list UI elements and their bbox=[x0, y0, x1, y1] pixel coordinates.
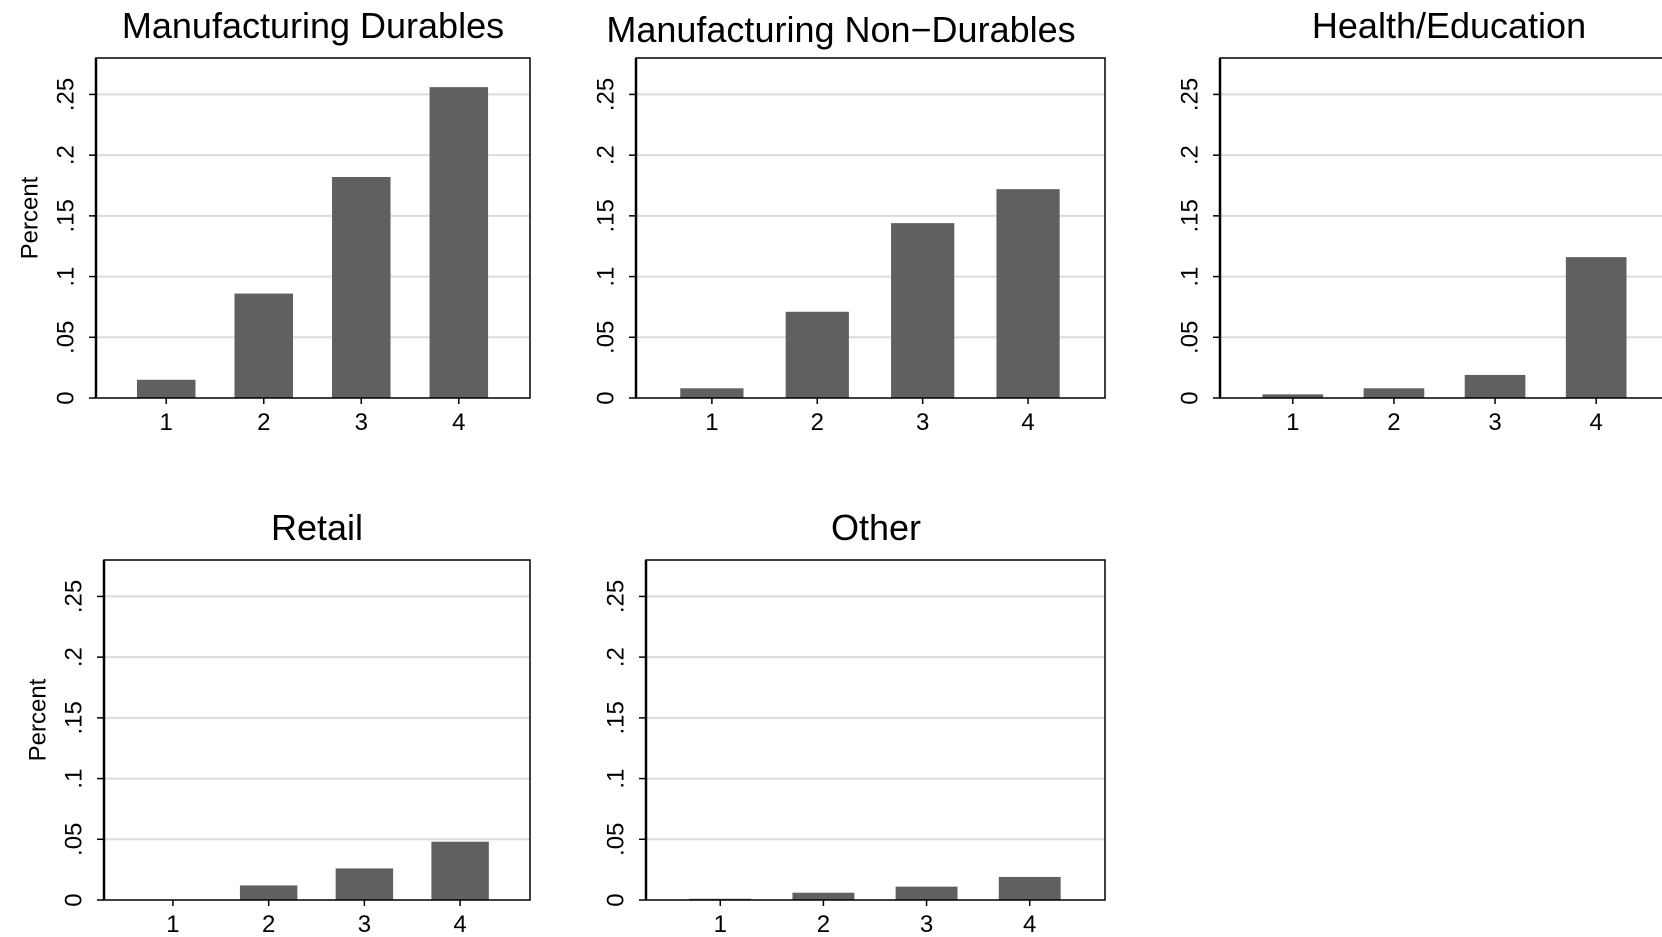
x-tick-label: 3 bbox=[920, 911, 933, 937]
x-tick-label: 3 bbox=[1488, 409, 1501, 436]
y-tick-label: .25 bbox=[53, 78, 80, 111]
y-tick-label: 0 bbox=[603, 893, 630, 906]
y-tick-label: .2 bbox=[53, 145, 80, 165]
bar-3 bbox=[895, 886, 958, 900]
bar-4 bbox=[429, 87, 489, 399]
bar-4 bbox=[1565, 257, 1627, 398]
bar-1 bbox=[1262, 394, 1324, 398]
y-axis-title: Percent bbox=[25, 678, 52, 761]
x-tick-label: 2 bbox=[817, 911, 830, 937]
y-tick-label: .05 bbox=[603, 823, 630, 856]
y-tick-label: 0 bbox=[53, 391, 80, 404]
chart-panel-3: Health/Education 0 .05 .1 .15 .2 .25 1 2 3 4 bbox=[1177, 5, 1662, 436]
x-tick-label: 2 bbox=[1387, 409, 1400, 436]
y-tick-label: .2 bbox=[603, 647, 630, 667]
y-tick-label: .15 bbox=[53, 199, 80, 232]
x-tick-label: 4 bbox=[1021, 409, 1034, 436]
y-tick-label: .25 bbox=[593, 78, 620, 111]
y-tick-label: .15 bbox=[1177, 199, 1204, 232]
x-tick-label: 4 bbox=[1590, 409, 1603, 436]
chart-panel-1: Manufacturing Durables 0 .05 .1 .15 .2 .25 Perc… bbox=[17, 5, 531, 436]
panel-title: Other bbox=[831, 507, 921, 548]
y-tick-label: .25 bbox=[1177, 78, 1204, 111]
y-tick-label: .2 bbox=[593, 145, 620, 165]
x-tick-label: 3 bbox=[916, 409, 929, 436]
y-tick-label: .2 bbox=[1177, 145, 1204, 165]
y-tick-label: 0 bbox=[1177, 391, 1204, 404]
x-tick-label: 1 bbox=[1286, 409, 1299, 436]
bar-2 bbox=[1363, 388, 1425, 398]
y-tick-label: .1 bbox=[53, 267, 80, 287]
x-tick-label: 1 bbox=[705, 409, 718, 436]
panel-title: Manufacturing Durables bbox=[122, 5, 504, 46]
y-tick-label: .05 bbox=[593, 321, 620, 354]
plot-frame bbox=[645, 559, 1106, 901]
bar-2 bbox=[785, 311, 849, 398]
bar-4 bbox=[996, 189, 1060, 398]
bar-3 bbox=[335, 868, 394, 900]
y-tick-label: .15 bbox=[61, 701, 88, 734]
y-tick-label: .1 bbox=[603, 769, 630, 789]
x-tick-label: 1 bbox=[166, 911, 179, 937]
y-tick-label: .05 bbox=[61, 823, 88, 856]
y-tick-label: .05 bbox=[1177, 321, 1204, 354]
bar-4 bbox=[998, 876, 1061, 900]
x-tick-label: 3 bbox=[355, 409, 368, 436]
y-tick-label: .1 bbox=[61, 769, 88, 789]
y-tick-label: .25 bbox=[603, 580, 630, 613]
x-tick-label: 1 bbox=[160, 409, 173, 436]
y-tick-label: 0 bbox=[61, 893, 88, 906]
bar-2 bbox=[234, 293, 294, 398]
y-tick-label: .15 bbox=[603, 701, 630, 734]
panel-title: Retail bbox=[271, 507, 363, 548]
y-tick-label: .1 bbox=[1177, 267, 1204, 287]
y-tick-label: .15 bbox=[593, 199, 620, 232]
x-tick-label: 4 bbox=[1023, 911, 1036, 937]
chart-panel-4: Retail 0 .05 .1 .15 .2 .25 Percent 1 2 3 4 bbox=[25, 507, 531, 937]
x-tick-label: 3 bbox=[358, 911, 371, 937]
bar-1 bbox=[680, 388, 744, 398]
y-tick-label: .1 bbox=[593, 267, 620, 287]
y-tick-label: .2 bbox=[61, 647, 88, 667]
bar-3 bbox=[332, 177, 391, 398]
y-tick-label: 0 bbox=[593, 391, 620, 404]
x-tick-label: 4 bbox=[453, 911, 466, 937]
x-tick-label: 2 bbox=[811, 409, 824, 436]
y-axis-title: Percent bbox=[17, 176, 44, 259]
bar-2 bbox=[792, 892, 855, 900]
x-tick-label: 4 bbox=[452, 409, 465, 436]
y-tick-label: .05 bbox=[53, 321, 80, 354]
x-tick-label: 2 bbox=[262, 911, 275, 937]
bar-1 bbox=[136, 379, 196, 398]
bar-3 bbox=[1464, 374, 1526, 398]
y-tick-label: .25 bbox=[61, 580, 88, 613]
x-tick-label: 1 bbox=[714, 911, 727, 937]
bar-4 bbox=[431, 841, 489, 900]
panel-title: Manufacturing Non−Durables bbox=[606, 9, 1075, 50]
chart-panel-5: Other 0 .05 .1 .15 .2 .25 1 2 3 4 bbox=[603, 507, 1106, 937]
chart-panel-2: Manufacturing Non−Durables 0 .05 .1 .15 .2 .25… bbox=[593, 9, 1106, 436]
bar-3 bbox=[891, 223, 955, 398]
x-tick-label: 2 bbox=[257, 409, 270, 436]
panel-title: Health/Education bbox=[1312, 5, 1586, 46]
bar-2 bbox=[239, 885, 298, 900]
